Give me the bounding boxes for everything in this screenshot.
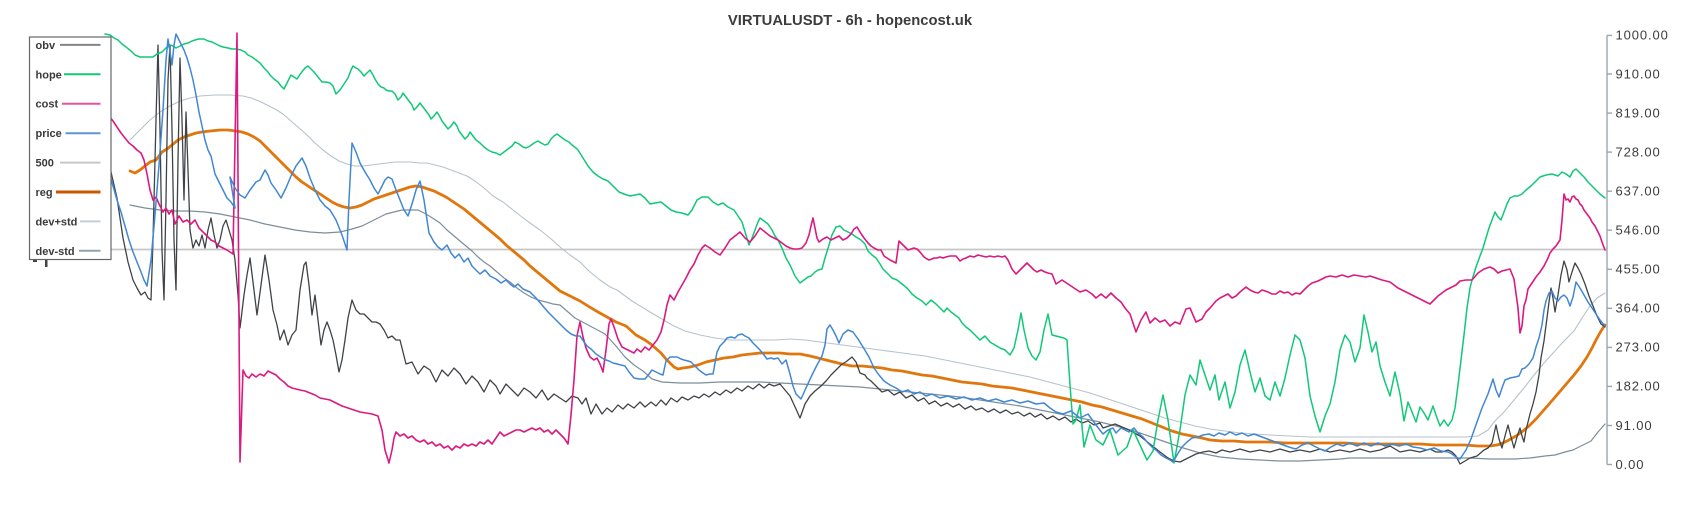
svg-text:364.00: 364.00 bbox=[1616, 301, 1661, 316]
svg-text:VIRTUALUSDT - 6h - hopencost.u: VIRTUALUSDT - 6h - hopencost.uk bbox=[728, 13, 973, 29]
svg-text:price: price bbox=[36, 128, 62, 140]
svg-text:455.00: 455.00 bbox=[1616, 262, 1661, 277]
svg-text:obv: obv bbox=[36, 40, 56, 52]
svg-text:1000.00: 1000.00 bbox=[1616, 28, 1669, 43]
svg-text:hope: hope bbox=[36, 69, 62, 81]
svg-text:91.00: 91.00 bbox=[1616, 418, 1653, 433]
svg-text:dev-std: dev-std bbox=[36, 246, 75, 258]
svg-text:182.00: 182.00 bbox=[1616, 379, 1661, 394]
svg-text:0.00: 0.00 bbox=[1616, 457, 1645, 472]
svg-text:910.00: 910.00 bbox=[1616, 66, 1661, 81]
svg-text:dev+std: dev+std bbox=[36, 216, 78, 228]
svg-text:cost: cost bbox=[36, 99, 59, 111]
svg-text:273.00: 273.00 bbox=[1616, 340, 1661, 355]
svg-text:546.00: 546.00 bbox=[1616, 223, 1661, 238]
svg-text:728.00: 728.00 bbox=[1616, 144, 1661, 159]
svg-text:637.00: 637.00 bbox=[1616, 184, 1661, 199]
svg-text:500: 500 bbox=[36, 158, 54, 170]
svg-text:reg: reg bbox=[36, 187, 53, 199]
svg-text:819.00: 819.00 bbox=[1616, 105, 1661, 120]
